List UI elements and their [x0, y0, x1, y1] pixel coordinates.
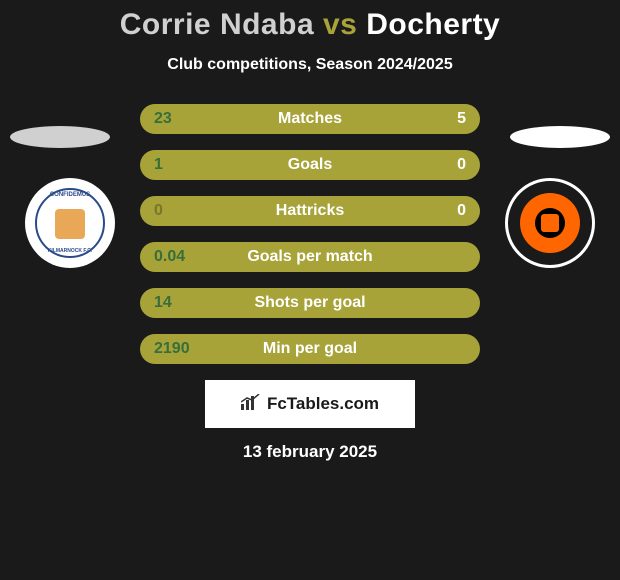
stat-left-value: 0.04	[154, 248, 194, 266]
stat-left-value: 2190	[154, 340, 194, 358]
right-badge-emblem	[535, 208, 565, 238]
stat-right-value: 0	[426, 156, 466, 174]
stat-label: Hattricks	[276, 202, 344, 220]
vs-text: vs	[323, 8, 357, 41]
right-team-badge	[505, 178, 595, 268]
stats-panel: 23 Matches 5 1 Goals 0 0 Hattricks 0 0.04 Goals pe…	[140, 104, 480, 364]
right-ellipse	[510, 126, 610, 148]
logo-chart-icon	[241, 394, 261, 415]
stat-left-value: 1	[154, 156, 194, 174]
stat-row: 2190 Min per goal	[140, 334, 480, 364]
stat-left-value: 23	[154, 110, 194, 128]
left-ellipse	[10, 126, 110, 148]
left-team-badge: CONFIDEMUS KILMARNOCK F.C.	[25, 178, 115, 268]
stat-row: 1 Goals 0	[140, 150, 480, 180]
subtitle: Club competitions, Season 2024/2025	[0, 56, 620, 74]
stat-row: 14 Shots per goal	[140, 288, 480, 318]
left-badge-top-text: CONFIDEMUS	[50, 192, 90, 198]
player2-name: Docherty	[366, 8, 500, 41]
stat-left-value: 14	[154, 294, 194, 312]
main-container: Corrie Ndaba vs Docherty Club competitio…	[0, 0, 620, 462]
stat-label: Shots per goal	[254, 294, 365, 312]
left-badge-emblem	[55, 209, 85, 239]
logo-text: FcTables.com	[267, 394, 379, 414]
stat-row: 0 Hattricks 0	[140, 196, 480, 226]
left-badge-bottom-text: KILMARNOCK F.C.	[48, 248, 92, 254]
stat-label: Goals per match	[247, 248, 372, 266]
stat-left-value: 0	[154, 202, 194, 220]
stat-row: 0.04 Goals per match	[140, 242, 480, 272]
stat-label: Goals	[288, 156, 332, 174]
date-text: 13 february 2025	[0, 442, 620, 462]
stat-row: 23 Matches 5	[140, 104, 480, 134]
stat-label: Min per goal	[263, 340, 357, 358]
player1-name: Corrie Ndaba	[120, 8, 314, 41]
stat-right-value: 5	[426, 110, 466, 128]
page-title: Corrie Ndaba vs Docherty	[0, 8, 620, 42]
stat-label: Matches	[278, 110, 342, 128]
stat-right-value: 0	[426, 202, 466, 220]
right-badge-inner	[520, 193, 580, 253]
fctables-logo: FcTables.com	[205, 380, 415, 428]
left-badge-inner: CONFIDEMUS KILMARNOCK F.C.	[35, 188, 105, 258]
right-badge-center	[541, 214, 559, 232]
